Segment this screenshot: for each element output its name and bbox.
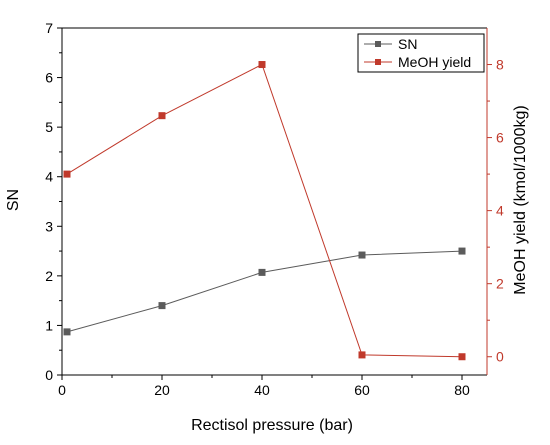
series-line-sn bbox=[66, 250, 463, 333]
x-axis-title: Rectisol pressure (bar) bbox=[191, 417, 353, 434]
legend-meoh-label: MeOH yield bbox=[398, 54, 471, 70]
data-point-sn bbox=[358, 251, 366, 259]
legend-sn-marker bbox=[375, 41, 381, 47]
data-point-sn bbox=[63, 328, 71, 336]
axes-layer bbox=[61, 27, 488, 376]
data-point-meoh-yield bbox=[258, 61, 266, 69]
data-point-sn bbox=[158, 302, 166, 310]
y-left-tick-label: 3 bbox=[45, 218, 53, 234]
data-point-meoh-yield bbox=[158, 112, 166, 120]
legend-sn-label: SN bbox=[398, 36, 417, 52]
y-axis-left-title: SN bbox=[5, 189, 22, 211]
y-left-tick-label: 0 bbox=[45, 367, 53, 383]
legend-box bbox=[357, 33, 485, 73]
data-point-meoh-yield bbox=[358, 351, 366, 359]
ticks-layer: 0 20 40 60 80 0 1 2 3 4 5 6 7 0 2 4 6 8 bbox=[45, 20, 504, 398]
y-right-tick-label: 4 bbox=[496, 203, 504, 219]
x-tick-label: 60 bbox=[354, 382, 370, 398]
y-left-tick-label: 4 bbox=[45, 169, 53, 185]
legend-meoh-marker bbox=[375, 59, 381, 65]
y-left-tick-label: 7 bbox=[45, 20, 53, 36]
data-point-sn bbox=[258, 268, 266, 276]
data-point-meoh-yield bbox=[458, 353, 466, 361]
data-point-sn bbox=[458, 247, 466, 255]
y-left-tick-label: 1 bbox=[45, 317, 53, 333]
x-tick-label: 80 bbox=[454, 382, 470, 398]
y-left-tick-label: 2 bbox=[45, 268, 53, 284]
y-right-tick-label: 6 bbox=[496, 130, 504, 146]
y-right-tick-label: 2 bbox=[496, 276, 504, 292]
x-tick-label: 40 bbox=[254, 382, 270, 398]
y-left-tick-label: 6 bbox=[45, 70, 53, 86]
series-layer bbox=[63, 61, 466, 361]
y-left-tick-label: 5 bbox=[45, 119, 53, 135]
y-right-tick-label: 0 bbox=[496, 349, 504, 365]
data-point-meoh-yield bbox=[63, 170, 71, 178]
legend: SN MeOH yield bbox=[357, 33, 485, 73]
x-tick-label: 0 bbox=[58, 382, 66, 398]
y-right-tick-label: 8 bbox=[496, 57, 504, 73]
series-line-meoh-yield bbox=[66, 63, 463, 358]
y-axis-right-title: MeOH yield (kmol/1000kg) bbox=[512, 105, 529, 294]
x-tick-label: 20 bbox=[154, 382, 170, 398]
